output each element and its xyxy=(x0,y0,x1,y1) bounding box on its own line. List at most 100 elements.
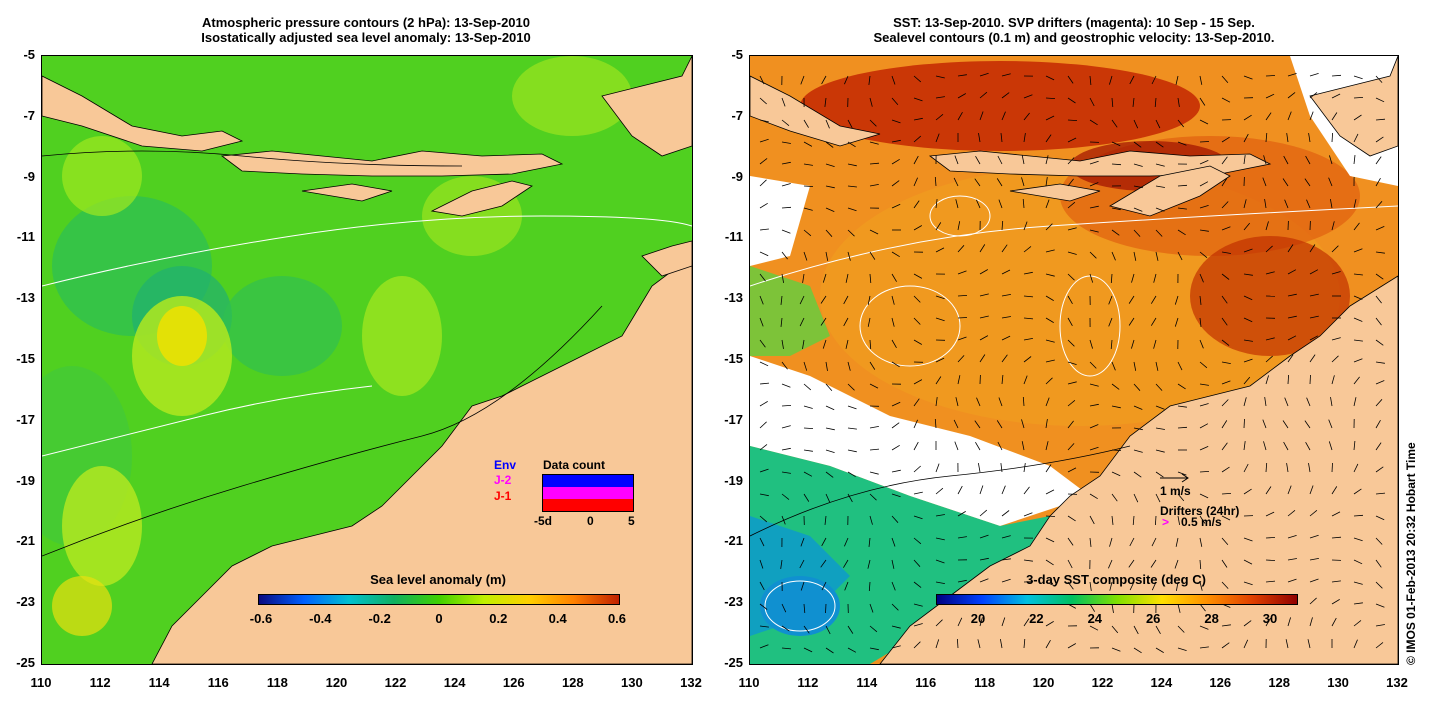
velocity-arrow xyxy=(1001,269,1011,275)
velocity-arrow xyxy=(1199,471,1210,473)
velocity-arrow xyxy=(825,141,834,148)
velocity-arrow xyxy=(825,449,835,453)
velocity-arrow xyxy=(1133,229,1141,237)
velocity-arrow xyxy=(759,401,768,407)
velocity-arrow xyxy=(1353,397,1357,407)
velocity-arrow xyxy=(1331,221,1335,231)
velocity-arrow xyxy=(869,361,876,370)
velocity-arrow xyxy=(1133,163,1143,167)
velocity-arrow xyxy=(1131,273,1135,283)
velocity-arrow xyxy=(891,75,896,85)
velocity-arrow xyxy=(1375,420,1381,429)
velocity-arrow xyxy=(1177,251,1183,261)
velocity-arrow xyxy=(1221,466,1230,473)
velocity-arrow xyxy=(781,515,786,525)
velocity-arrow xyxy=(1199,141,1210,143)
velocity-arrow xyxy=(1132,97,1135,107)
velocity-arrow xyxy=(891,401,901,407)
velocity-arrow xyxy=(1331,462,1333,473)
velocity-arrow xyxy=(1262,419,1267,429)
velocity-arrow xyxy=(891,119,901,124)
velocity-arrow xyxy=(1155,207,1165,212)
velocity-arrow xyxy=(1221,624,1231,627)
velocity-arrow xyxy=(759,273,766,282)
velocity-arrow xyxy=(935,247,945,253)
velocity-arrow xyxy=(957,93,966,99)
velocity-arrow xyxy=(847,251,851,261)
right-colorbar-tick-0: 20 xyxy=(970,611,986,626)
velocity-arrow xyxy=(935,463,940,473)
velocity-arrow xyxy=(869,448,880,451)
velocity-arrow xyxy=(955,397,959,407)
velocity-arrow xyxy=(1045,377,1053,385)
y-tick-p1-9: -23 xyxy=(724,594,743,610)
velocity-arrow xyxy=(844,537,849,547)
velocity-arrow xyxy=(1177,383,1186,390)
velocity-arrow xyxy=(1045,559,1054,566)
velocity-arrow xyxy=(1128,317,1135,326)
data-count-legend-j1: J-1 xyxy=(494,489,512,503)
velocity-arrow xyxy=(1131,339,1135,349)
velocity-arrow xyxy=(1221,515,1231,521)
velocity-arrow xyxy=(825,207,835,212)
velocity-arrow xyxy=(1089,339,1093,349)
velocity-arrow xyxy=(1331,337,1341,341)
velocity-arrow xyxy=(1265,580,1276,583)
velocity-arrow xyxy=(1108,295,1113,305)
velocity-arrow xyxy=(1067,339,1075,347)
velocity-arrow xyxy=(1221,361,1231,364)
velocity-arrow xyxy=(913,135,922,143)
velocity-arrow xyxy=(1243,295,1253,301)
velocity-arrow xyxy=(1375,317,1382,326)
velocity-arrow xyxy=(1023,112,1030,121)
velocity-arrow xyxy=(935,199,938,209)
velocity-arrow xyxy=(780,295,783,305)
velocity-arrow xyxy=(1199,446,1209,451)
velocity-arrow xyxy=(781,447,791,451)
velocity-arrow xyxy=(825,427,835,431)
velocity-arrow xyxy=(868,581,871,592)
velocity-arrow xyxy=(913,465,921,473)
velocity-arrow xyxy=(1221,226,1231,231)
velocity-arrow xyxy=(825,229,833,237)
left-colorbar-title: Sea level anomaly (m) xyxy=(370,572,506,587)
velocity-arrow xyxy=(974,178,981,187)
velocity-arrow xyxy=(1045,621,1054,627)
velocity-arrow xyxy=(1133,405,1143,410)
velocity-arrow xyxy=(1309,597,1317,605)
velocity-arrow xyxy=(934,176,937,187)
velocity-arrow xyxy=(1309,578,1319,583)
velocity-arrow xyxy=(1129,581,1135,591)
y-tick-p1-10: -25 xyxy=(724,655,743,670)
velocity-arrow xyxy=(1111,471,1121,477)
right-colorbar-tick-5: 30 xyxy=(1262,611,1278,626)
x-tick-p0-3: 116 xyxy=(207,675,229,690)
y-tick-p1-0: -5 xyxy=(731,47,743,62)
velocity-arrow xyxy=(1000,463,1003,473)
velocity-arrow xyxy=(1177,141,1187,146)
velocity-arrow xyxy=(1089,97,1095,107)
velocity-arrow xyxy=(1199,160,1209,165)
y-tick-p0-9: -23 xyxy=(16,594,35,610)
velocity-arrow xyxy=(1375,118,1386,121)
velocity-arrow xyxy=(1133,119,1139,129)
velocity-arrow xyxy=(1128,559,1135,568)
velocity-arrow xyxy=(1353,133,1359,143)
velocity-arrow xyxy=(1265,375,1269,385)
velocity-arrow xyxy=(822,339,827,349)
velocity-arrow xyxy=(1353,155,1356,165)
x-tick-p0-0: 110 xyxy=(30,675,52,690)
velocity-arrow xyxy=(1243,155,1246,165)
velocity-arrow xyxy=(1243,463,1249,473)
velocity-arrow xyxy=(1287,558,1297,561)
velocity-arrow xyxy=(1263,441,1267,451)
velocity-arrow xyxy=(1001,485,1006,495)
velocity-arrow xyxy=(1067,443,1075,451)
velocity-arrow xyxy=(1045,640,1051,649)
right-map-sst xyxy=(749,55,1399,665)
velocity-arrow xyxy=(800,581,805,591)
velocity-arrow xyxy=(1045,441,1049,451)
velocity-arrow xyxy=(913,419,918,429)
velocity-arrow xyxy=(1309,269,1319,275)
velocity-arrow xyxy=(1067,581,1074,590)
